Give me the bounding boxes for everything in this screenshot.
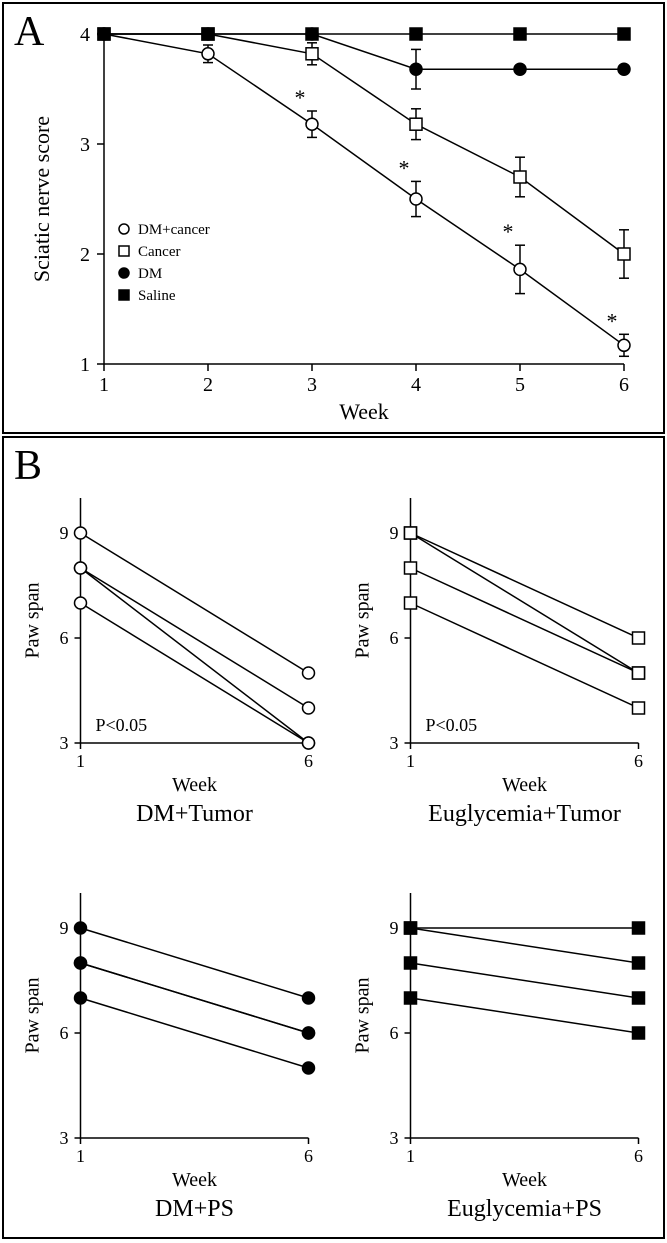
svg-text:3: 3: [60, 733, 69, 753]
svg-text:6: 6: [634, 1146, 643, 1166]
svg-text:Week: Week: [502, 1169, 547, 1191]
svg-text:9: 9: [60, 523, 69, 543]
svg-text:1: 1: [406, 1146, 415, 1166]
svg-text:*: *: [503, 219, 514, 244]
svg-text:DM+Tumor: DM+Tumor: [136, 801, 253, 827]
svg-text:1: 1: [76, 1146, 85, 1166]
svg-text:6: 6: [619, 374, 629, 396]
svg-text:Euglycemia+Tumor: Euglycemia+Tumor: [428, 801, 621, 827]
svg-text:Paw span: Paw span: [352, 582, 374, 658]
svg-text:*: *: [295, 85, 306, 110]
svg-text:Sciatic nerve score: Sciatic nerve score: [29, 116, 54, 282]
svg-text:Paw span: Paw span: [22, 582, 44, 658]
svg-text:Saline: Saline: [138, 288, 176, 304]
svg-text:1: 1: [76, 751, 85, 771]
svg-text:6: 6: [60, 1023, 69, 1043]
svg-text:Paw span: Paw span: [22, 977, 44, 1053]
svg-text:Cancer: Cancer: [138, 244, 180, 260]
svg-text:6: 6: [304, 751, 313, 771]
svg-text:DM: DM: [138, 266, 162, 282]
svg-text:6: 6: [304, 1146, 313, 1166]
svg-text:Week: Week: [339, 399, 389, 424]
svg-text:1: 1: [80, 354, 90, 376]
svg-text:P<0.05: P<0.05: [96, 715, 148, 735]
svg-text:3: 3: [307, 374, 317, 396]
svg-text:Euglycemia+PS: Euglycemia+PS: [447, 1196, 602, 1222]
svg-text:6: 6: [390, 628, 399, 648]
svg-text:3: 3: [390, 1128, 399, 1148]
panel-a-label: A: [14, 8, 44, 56]
svg-text:DM+PS: DM+PS: [155, 1196, 234, 1222]
svg-text:9: 9: [390, 918, 399, 938]
svg-text:*: *: [607, 308, 618, 333]
svg-text:Week: Week: [172, 1169, 217, 1191]
svg-text:Paw span: Paw span: [352, 977, 374, 1053]
panel-b-charts: 1 6 3 6 9 Week Paw span P<0.05 DM+Tumor 1 6 3 6 9 Week…: [4, 438, 663, 1237]
svg-text:P<0.05: P<0.05: [426, 715, 478, 735]
svg-text:9: 9: [390, 523, 399, 543]
svg-text:6: 6: [634, 751, 643, 771]
svg-text:6: 6: [60, 628, 69, 648]
svg-text:3: 3: [80, 134, 90, 156]
panel-a-chart: 1 2 3 4 5 6 1 2 3 4 Week Sciatic nerve score * * * * DM+…: [4, 4, 663, 432]
svg-text:3: 3: [390, 733, 399, 753]
svg-text:2: 2: [80, 244, 90, 266]
svg-text:Week: Week: [172, 774, 217, 796]
svg-text:Week: Week: [502, 774, 547, 796]
svg-text:DM+cancer: DM+cancer: [138, 222, 210, 238]
svg-text:1: 1: [99, 374, 109, 396]
svg-text:3: 3: [60, 1128, 69, 1148]
svg-text:*: *: [399, 155, 410, 180]
panel-a: A 1 2 3 4 5 6 1 2 3 4 Week Sciatic nerve score * * * * D…: [2, 2, 665, 434]
panel-b-label: B: [14, 442, 42, 490]
svg-text:4: 4: [80, 24, 90, 46]
svg-text:6: 6: [390, 1023, 399, 1043]
panel-b: B 1 6 3 6 9 Week Paw span P<0.05 DM+Tumor 1 6 3 6 9 We…: [2, 436, 665, 1239]
svg-text:2: 2: [203, 374, 213, 396]
svg-text:4: 4: [411, 374, 421, 396]
svg-text:5: 5: [515, 374, 525, 396]
svg-text:1: 1: [406, 751, 415, 771]
svg-text:9: 9: [60, 918, 69, 938]
